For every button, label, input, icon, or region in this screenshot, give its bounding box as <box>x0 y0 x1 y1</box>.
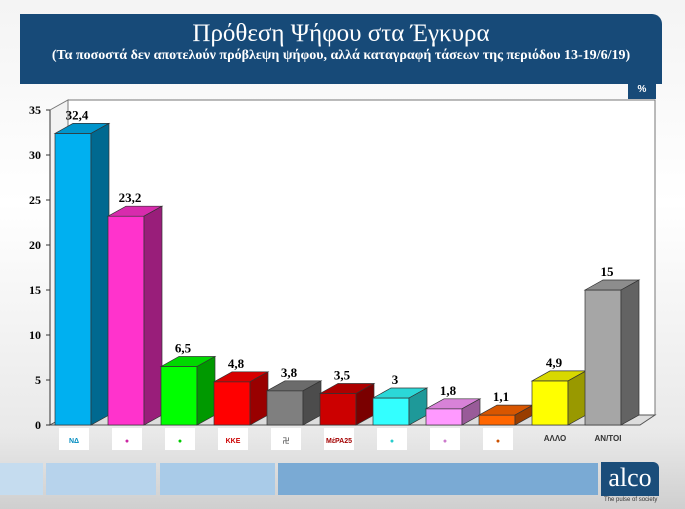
x-category-label: ΑΛΛΟ <box>544 434 566 443</box>
bar-front <box>531 380 569 426</box>
bar-front <box>54 133 92 426</box>
party-logo-mark: ● <box>443 438 447 445</box>
bar-value-label: 3,5 <box>334 368 351 383</box>
bar-front <box>372 397 410 426</box>
bar-side <box>90 122 110 426</box>
y-tick-label: 10 <box>29 328 41 342</box>
party-logo-mark: ● <box>390 438 394 445</box>
party-logo <box>430 428 460 450</box>
bar-chart: 0 5 10 15 20 25 30 35 32,4 ΝΔ 23,2 ● 6,5 ● 4,8 ΚΚΕ 3,8 卍 3… <box>29 99 657 450</box>
bar-value-label: 4,8 <box>228 356 245 371</box>
bar-side <box>620 279 640 426</box>
bar-front <box>478 414 516 426</box>
bar-value-label: 23,2 <box>119 190 142 205</box>
bar-value-label: 4,9 <box>546 355 563 370</box>
party-logo <box>483 428 513 450</box>
bar-front <box>425 408 463 426</box>
bar-front <box>319 393 357 426</box>
unit-badge: % <box>628 80 656 99</box>
chart-title: Πρόθεση Ψήφου στα Έγκυρα <box>192 20 490 47</box>
party-logo <box>218 428 248 450</box>
bar-front <box>266 390 304 426</box>
bar-value-label: 32,4 <box>66 107 89 122</box>
bar-side <box>196 355 216 426</box>
party-logo <box>112 428 142 450</box>
y-tick-label: 15 <box>29 283 41 297</box>
bar-front <box>213 381 251 426</box>
footer-strip <box>0 463 43 495</box>
bar-value-label: 1,8 <box>440 383 457 398</box>
party-logo <box>59 428 89 450</box>
brand-tagline: The pulse of society <box>604 497 658 503</box>
y-tick-label: 30 <box>29 148 41 162</box>
party-logo-mark: ΝΔ <box>69 438 79 445</box>
party-logo-mark: ΜέΡΑ25 <box>326 438 352 445</box>
party-logo-mark: ΚΚΕ <box>226 438 241 445</box>
y-tick-label: 0 <box>35 418 41 432</box>
party-logo <box>324 428 354 450</box>
chart-subtitle: (Τα ποσοστά δεν αποτελούν πρόβλεψη ψήφου… <box>51 48 631 63</box>
party-logo-mark: ● <box>178 438 182 445</box>
y-tick-label: 5 <box>35 373 41 387</box>
chart-header: Πρόθεση Ψήφου στα Έγκυρα (Τα ποσοστά δεν… <box>20 14 662 84</box>
footer-strip <box>46 463 156 495</box>
bar-value-label: 15 <box>601 264 615 279</box>
party-logo <box>377 428 407 450</box>
party-logo <box>165 428 195 450</box>
bar-value-label: 3,8 <box>281 365 298 380</box>
alco-logo: alco <box>601 462 659 496</box>
party-logo-mark: 卍 <box>283 437 290 445</box>
y-tick-label: 25 <box>29 193 41 207</box>
y-tick-label: 20 <box>29 238 41 252</box>
footer-strip <box>278 463 598 495</box>
bar-front <box>160 366 198 426</box>
party-logo <box>271 428 301 450</box>
bar-front <box>107 215 145 426</box>
party-logo-mark: ● <box>125 438 129 445</box>
footer-strip <box>160 463 275 495</box>
bar-value-label: 3 <box>392 372 399 387</box>
bar-value-label: 1,1 <box>493 389 509 404</box>
y-tick-label: 35 <box>29 103 41 117</box>
bar-value-label: 6,5 <box>175 341 192 356</box>
party-logo-mark: ● <box>496 438 500 445</box>
x-category-label: ΑΝ/ΤΟΙ <box>595 434 622 443</box>
bar-side <box>143 205 163 426</box>
bar-side <box>567 370 587 426</box>
bar-front <box>584 289 622 426</box>
